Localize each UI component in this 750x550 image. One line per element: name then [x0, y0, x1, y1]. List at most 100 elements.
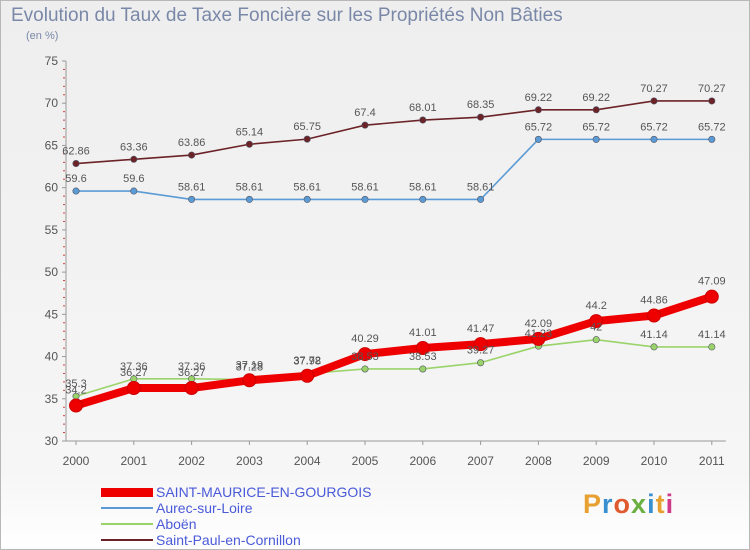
data-point: [650, 97, 658, 105]
data-point: [650, 135, 658, 143]
data-point: [361, 121, 369, 129]
legend-label: Aurec-sur-Loire: [156, 500, 253, 516]
legend-swatch: [101, 523, 153, 525]
data-label: 35.3: [65, 378, 86, 390]
y-tick-label: 60: [45, 181, 59, 195]
data-label: 37.36: [120, 361, 148, 373]
data-label: 65.75: [293, 121, 321, 133]
data-label: 70.27: [698, 83, 726, 95]
data-label: 44.86: [640, 295, 668, 307]
x-tick-label: 2005: [352, 454, 379, 468]
x-tick-label: 2000: [63, 454, 90, 468]
x-tick-label: 2007: [467, 454, 494, 468]
x-tick-label: 2002: [178, 454, 205, 468]
data-label: 63.36: [120, 141, 148, 153]
x-tick-label: 2001: [120, 454, 147, 468]
y-tick-label: 30: [45, 434, 59, 448]
legend-item: Aurec-sur-Loire: [101, 500, 431, 516]
data-label: 59.6: [65, 173, 86, 185]
x-tick-label: 2008: [525, 454, 552, 468]
legend-label: SAINT-MAURICE-EN-GOURGOIS: [156, 484, 372, 500]
data-point: [473, 337, 488, 352]
y-tick-label: 75: [45, 54, 59, 68]
data-point: [245, 195, 253, 203]
series-line: [72, 292, 716, 410]
series-saint-paul-en-cornillon: [72, 97, 716, 168]
data-label: 59.6: [123, 173, 144, 185]
legend-swatch: [101, 488, 153, 497]
data-label: 36.27: [178, 367, 206, 379]
data-point: [188, 151, 196, 159]
data-point: [477, 113, 485, 121]
data-label: 42: [590, 322, 602, 334]
data-label: 37.98: [293, 356, 321, 368]
data-label: 40.29: [351, 333, 379, 345]
data-label: 37.28: [236, 362, 264, 374]
data-point: [419, 195, 427, 203]
data-label: 58.61: [178, 181, 206, 193]
data-label: 58.61: [293, 181, 321, 193]
data-label: 69.22: [525, 92, 553, 104]
data-label: 63.86: [178, 137, 206, 149]
data-point: [704, 289, 719, 304]
x-tick-label: 2011: [699, 454, 725, 468]
data-label: 58.61: [409, 181, 437, 193]
data-point: [130, 155, 138, 163]
data-point: [419, 365, 427, 373]
data-point: [708, 97, 716, 105]
data-point: [650, 343, 658, 351]
data-label: 37.36: [178, 361, 206, 373]
legend-swatch: [101, 507, 153, 509]
data-label: 34.2: [65, 385, 86, 397]
chart-unit-label: (en %): [26, 30, 59, 42]
data-label: 38.53: [409, 351, 437, 363]
data-label: 68.35: [467, 99, 495, 111]
data-label: 41.01: [409, 327, 437, 339]
data-point: [534, 106, 542, 114]
series-aurec-sur-loire: [72, 135, 716, 203]
chart-legend: SAINT-MAURICE-EN-GOURGOIS Aurec-sur-Loire…: [101, 484, 431, 548]
data-point: [647, 308, 661, 323]
data-point: [361, 365, 369, 373]
data-point: [184, 381, 199, 396]
data-point: [361, 195, 369, 203]
data-point: [300, 368, 315, 383]
data-label: 41.47: [467, 323, 495, 335]
data-point: [534, 135, 542, 143]
data-label: 58.61: [467, 181, 495, 193]
data-point: [72, 160, 80, 168]
y-tick-label: 40: [45, 350, 59, 364]
data-label: 65.72: [582, 121, 610, 133]
y-tick-label: 70: [45, 96, 59, 110]
data-label: 41.14: [640, 329, 668, 341]
proxiti-logo: Proxiti: [583, 489, 675, 519]
data-point: [592, 135, 600, 143]
data-point: [708, 135, 716, 143]
series-saint-maurice-en-gourgois: [69, 289, 719, 413]
data-point: [358, 347, 372, 362]
data-label: 65.72: [525, 121, 553, 133]
data-point: [592, 336, 600, 344]
data-label: 70.27: [640, 83, 668, 95]
data-label: 37.72: [293, 355, 321, 367]
data-point: [592, 106, 600, 114]
x-tick-label: 2004: [294, 454, 321, 468]
legend-item: Aboën: [101, 516, 431, 532]
x-tick-label: 2006: [409, 454, 436, 468]
data-label: 37.19: [236, 359, 264, 371]
data-point: [130, 187, 138, 195]
data-point: [72, 187, 80, 195]
data-label: 44.2: [585, 300, 606, 312]
data-point: [477, 195, 485, 203]
data-point: [531, 331, 546, 346]
data-point: [708, 343, 716, 351]
legend-label: Aboën: [156, 516, 197, 532]
data-label: 47.09: [698, 276, 726, 288]
data-label: 65.72: [698, 121, 726, 133]
y-tick-label: 55: [45, 223, 59, 237]
data-point: [242, 373, 257, 388]
data-point: [245, 140, 253, 148]
y-tick-label: 45: [45, 307, 59, 321]
legend-item: Saint-Paul-en-Cornillon: [101, 532, 431, 548]
